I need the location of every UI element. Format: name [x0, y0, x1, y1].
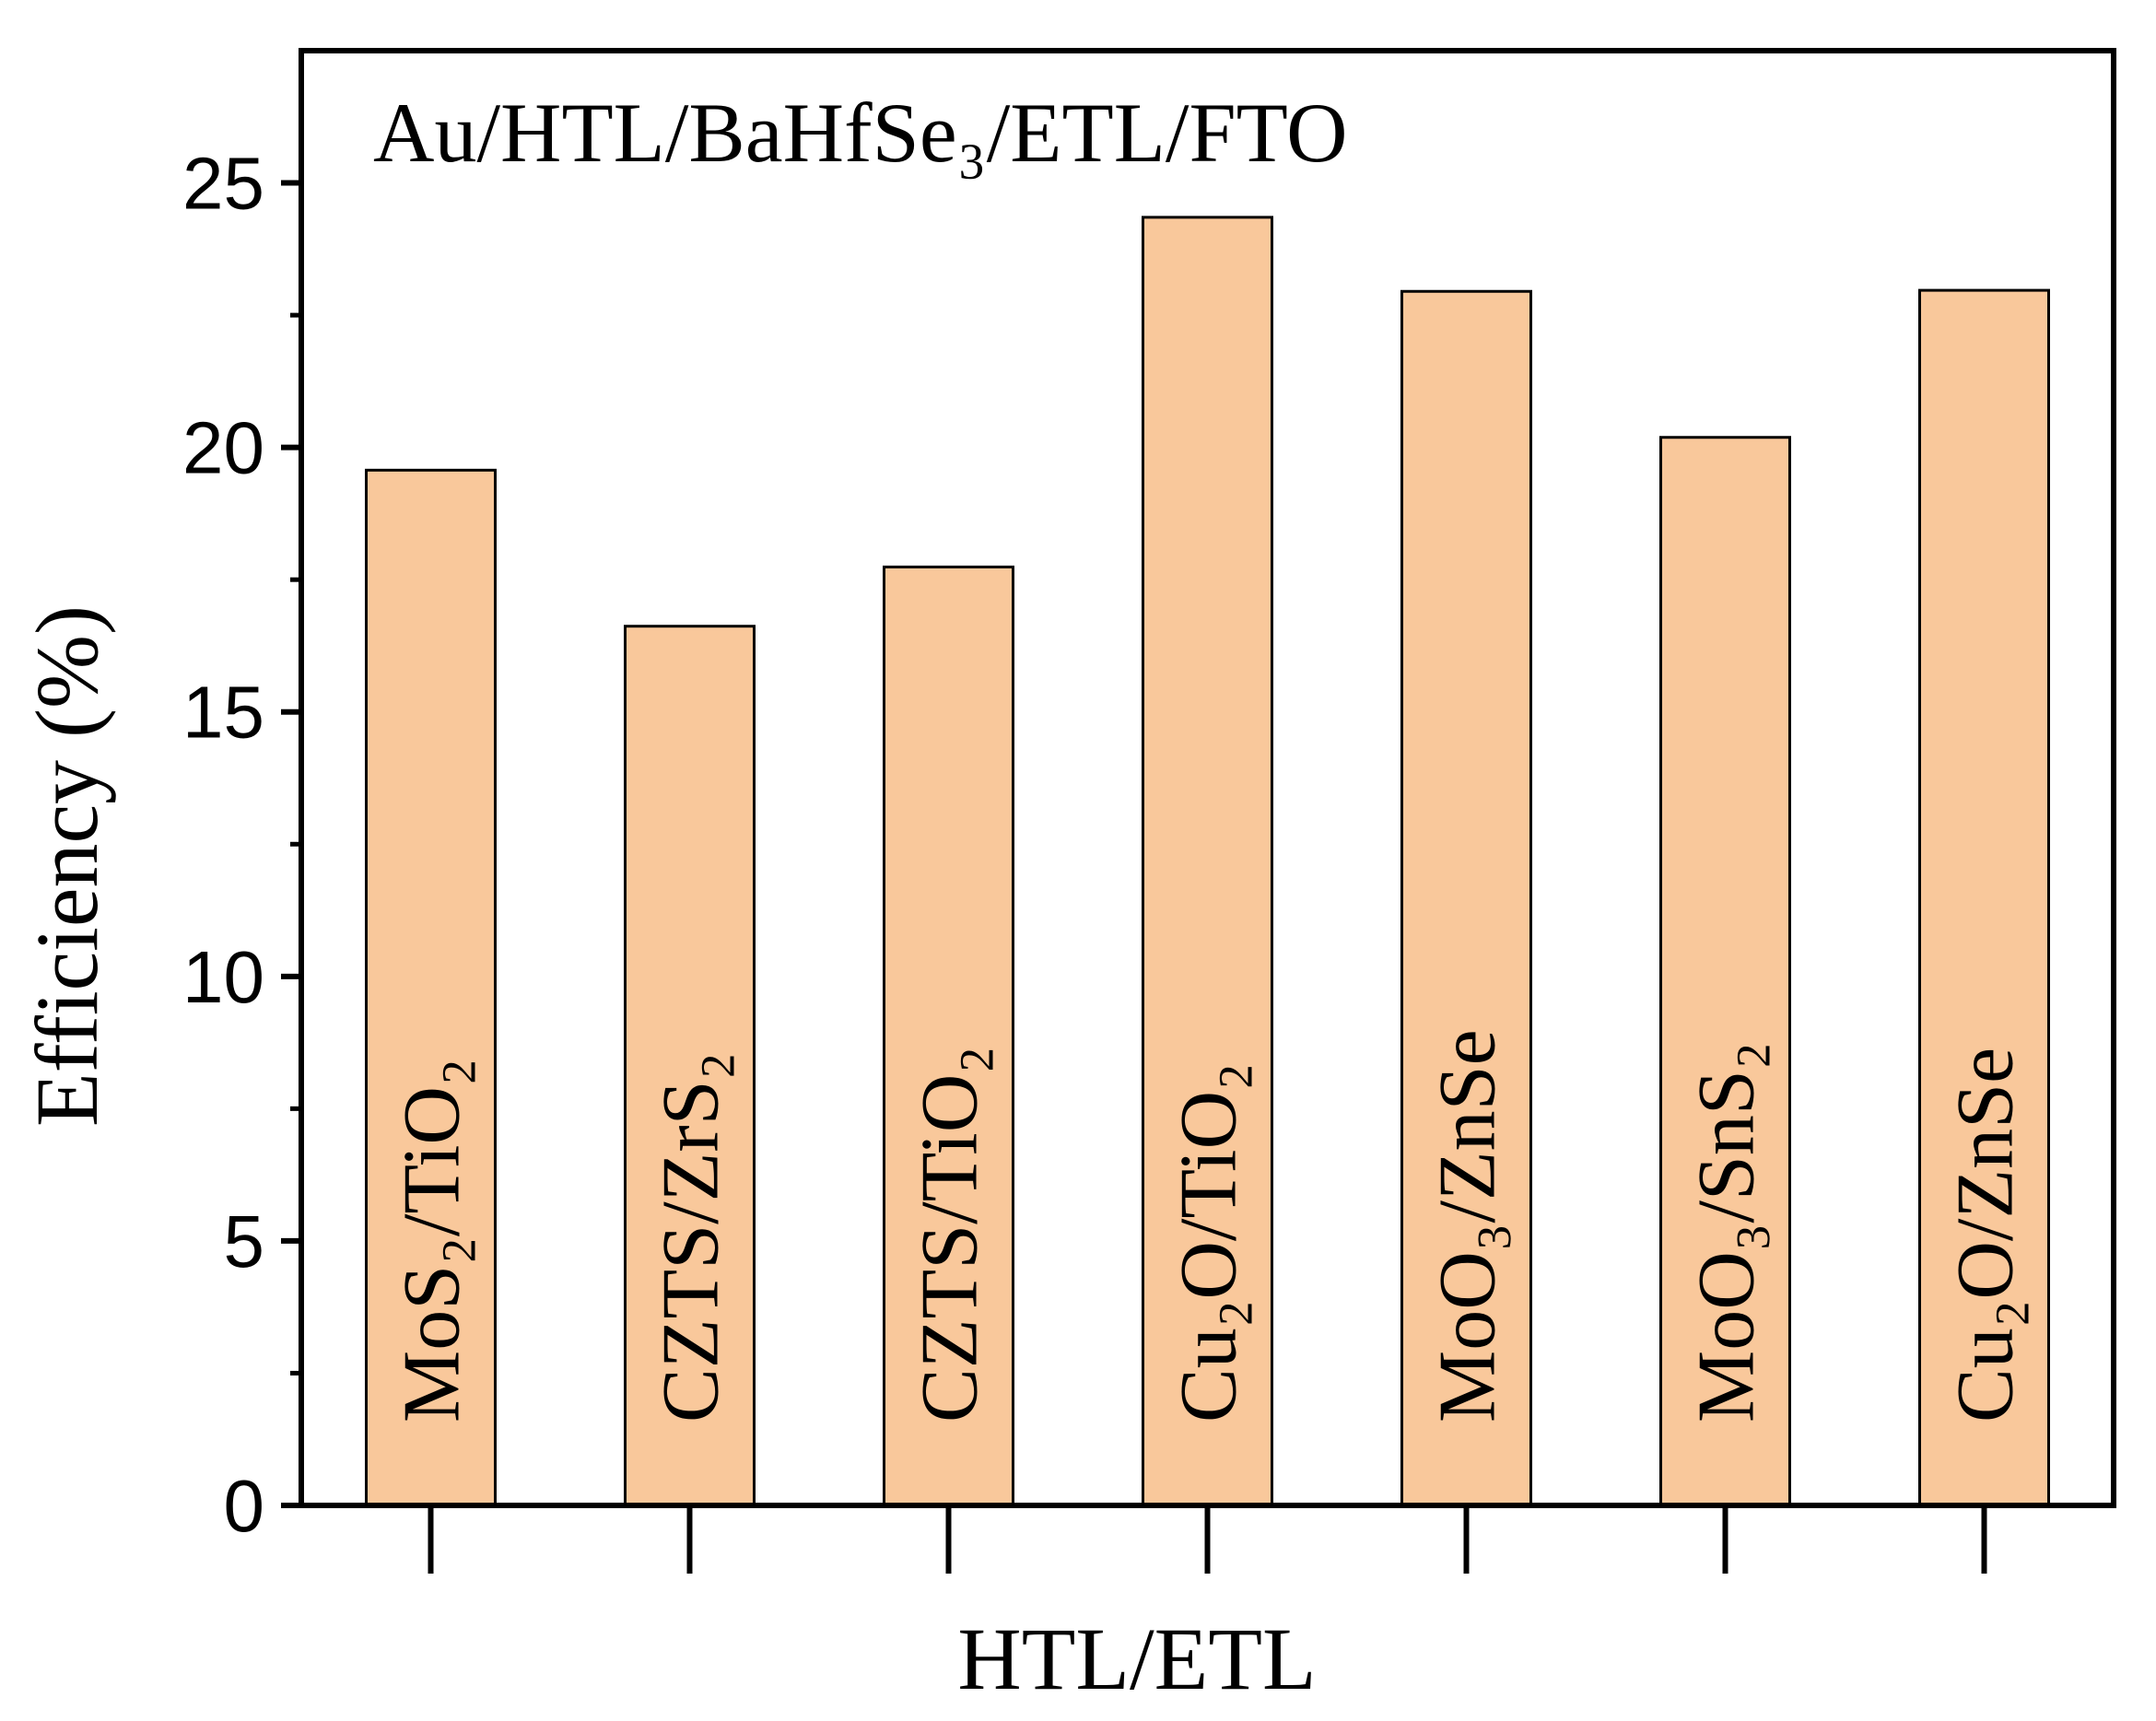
bar	[1659, 436, 1791, 1507]
y-axis-title: Efficiency (%)	[18, 605, 116, 1127]
bar-category-label: MoO₃/ZnSe	[1424, 1029, 1513, 1422]
plot-frame	[299, 48, 2116, 1508]
y-tick-label: 20	[182, 407, 264, 489]
axes-layer: 0 5 10 15 20 25	[182, 48, 2116, 1574]
bar	[883, 565, 1014, 1507]
bar-category-label: CZTS/ZrS₂	[647, 1052, 736, 1422]
bar-labels-layer: MoS₂/TiO₂ CZTS/ZrS₂ CZTS/TiO₂ Cu₂O/TiO₂ MoO₃…	[388, 1029, 2031, 1422]
bar	[624, 625, 756, 1507]
y-tick-label: 5	[224, 1200, 265, 1282]
y-tick-label: 15	[182, 672, 264, 754]
bar-category-label: Cu₂O/TiO₂	[1165, 1062, 1254, 1422]
chart-title: Au/HTL/BaHfSe₃/ETL/FTO	[373, 86, 1348, 180]
bar	[365, 468, 497, 1507]
x-axis-title: HTL/ETL	[957, 1610, 1316, 1708]
y-tick-label: 10	[182, 936, 264, 1018]
bar-category-label: Cu₂O/ZnSe	[1941, 1048, 2031, 1422]
y-tick-label: 25	[182, 143, 264, 225]
bar-category-label: CZTS/TiO₂	[906, 1046, 995, 1422]
bar-category-label: MoS₂/TiO₂	[388, 1058, 477, 1422]
bar-category-label: MoO₃/SnS₂	[1682, 1042, 1772, 1423]
bar	[1400, 289, 1532, 1507]
bar	[1142, 216, 1273, 1507]
y-tick-label: 0	[224, 1465, 265, 1547]
bars-layer	[365, 216, 2050, 1507]
